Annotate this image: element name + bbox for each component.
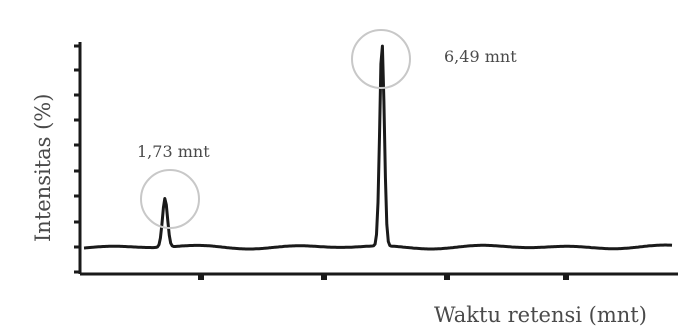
chromatogram-trace	[83, 44, 673, 251]
x-tick-2	[321, 274, 327, 280]
y-axis-label: Intensitas (%)	[31, 94, 55, 242]
peak-highlight-circle-2	[351, 29, 411, 89]
y-axis-ticks	[74, 44, 80, 274]
x-tick-1	[198, 274, 204, 280]
x-tick-4	[563, 274, 569, 280]
peak-label-1: 1,73 mnt	[137, 142, 210, 161]
peak-highlight-circle-1	[140, 169, 200, 229]
x-axis-ticks	[198, 274, 569, 280]
x-tick-3	[444, 274, 450, 280]
peak-label-2: 6,49 mnt	[444, 47, 517, 66]
x-axis-label: Waktu retensi (mnt)	[434, 303, 647, 327]
